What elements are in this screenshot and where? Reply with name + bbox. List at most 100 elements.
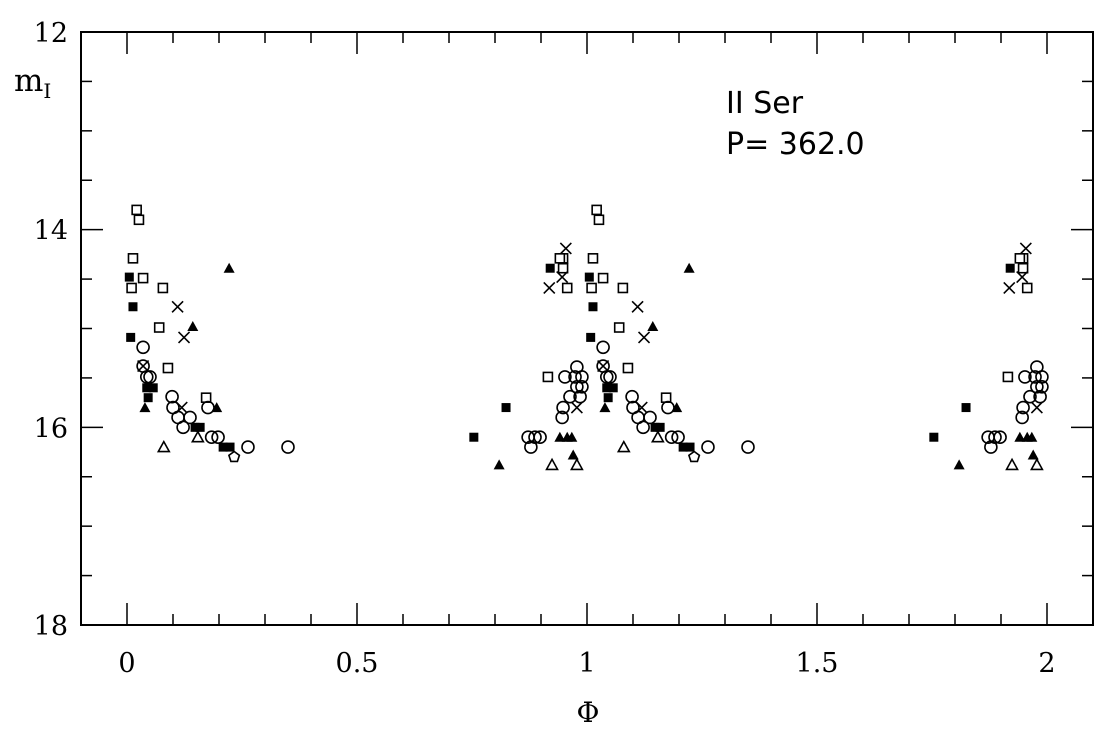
data-point-open-circle <box>281 440 295 454</box>
data-point-filled-square <box>961 403 971 413</box>
data-point-open-square <box>586 282 597 294</box>
data-point-filled-triangle <box>566 431 578 442</box>
data-point-open-circle <box>1028 370 1042 384</box>
data-point-open-circle <box>136 340 150 355</box>
x-tick-label: 1.5 <box>796 648 839 679</box>
data-point-open-square <box>157 282 169 294</box>
data-point-filled-triangle <box>1027 449 1039 460</box>
data-points <box>124 204 1049 471</box>
data-point-open-circle <box>524 440 538 454</box>
data-point-open-square <box>131 204 142 216</box>
data-point-open-circle <box>555 410 569 425</box>
y-tick-label: 12 <box>34 18 68 49</box>
data-point-open-square <box>1021 282 1033 294</box>
data-point-open-circle <box>204 430 219 445</box>
data-point-open-circle <box>984 440 998 454</box>
x-tick-label: 0.5 <box>336 648 379 679</box>
data-point-filled-square <box>678 442 688 452</box>
data-point-cross <box>1016 271 1029 284</box>
data-point-open-square <box>153 322 165 333</box>
x-tick-label: 0 <box>118 648 135 679</box>
data-point-cross <box>171 300 184 313</box>
data-point-open-square <box>200 392 212 403</box>
data-point-filled-triangle <box>1014 431 1026 442</box>
data-point-open-square <box>554 253 566 264</box>
data-point-cross <box>556 271 569 284</box>
data-point-filled-square <box>190 422 200 432</box>
data-point-cross <box>177 331 191 344</box>
data-point-filled-square <box>545 263 555 273</box>
data-point-cross <box>543 281 556 295</box>
data-point-open-circle <box>741 440 755 454</box>
data-point-open-triangle <box>1030 457 1044 471</box>
data-point-filled-square <box>469 432 479 442</box>
data-point-open-square <box>587 253 599 264</box>
data-point-filled-square <box>608 383 618 393</box>
data-point-cross <box>637 331 651 344</box>
data-point-open-triangle <box>156 439 171 453</box>
data-point-filled-triangle <box>554 431 566 442</box>
y-tick-label: 14 <box>34 216 68 247</box>
data-point-open-circle <box>636 420 650 435</box>
data-point-open-circle <box>556 400 570 415</box>
y-axis-label-sub: I <box>43 79 51 103</box>
data-point-filled-triangle <box>493 459 505 470</box>
data-point-filled-triangle <box>599 402 611 413</box>
data-point-filled-square <box>225 442 235 452</box>
data-point-open-circle <box>599 370 614 384</box>
data-point-open-square <box>613 322 625 333</box>
data-point-open-triangle <box>1005 457 1019 471</box>
data-point-cross <box>597 359 610 373</box>
data-point-open-circle <box>664 430 679 445</box>
data-point-open-pentagon <box>227 450 241 463</box>
y-axis-label: mI <box>14 63 51 103</box>
data-point-filled-square <box>588 302 598 312</box>
data-point-filled-square <box>124 272 134 282</box>
data-point-filled-square <box>929 432 939 442</box>
data-point-filled-triangle <box>223 262 235 273</box>
data-point-filled-square <box>655 422 665 432</box>
data-point-open-circle <box>596 340 610 355</box>
data-point-filled-square <box>195 422 205 432</box>
data-point-filled-square <box>142 383 152 393</box>
data-point-open-square <box>557 262 569 274</box>
x-tick-label: 1 <box>578 648 595 679</box>
data-point-open-circle <box>183 410 197 425</box>
data-point-open-circle <box>1030 380 1044 394</box>
data-point-filled-square <box>586 332 596 342</box>
plot-frame <box>80 31 1094 626</box>
data-point-filled-square <box>650 422 660 432</box>
data-point-open-square <box>1014 253 1026 264</box>
data-point-open-circle <box>241 440 255 454</box>
data-point-open-circle <box>1035 380 1049 394</box>
x-tick-labels: 0 0.5 1 1.5 2 <box>118 648 1055 679</box>
period-annotation: P= 362.0 <box>726 127 865 162</box>
data-point-filled-square <box>602 383 612 393</box>
data-point-filled-triangle <box>683 262 695 273</box>
data-point-cross <box>137 359 150 373</box>
star-name-annotation: II Ser <box>726 86 804 121</box>
data-point-open-circle <box>643 410 657 425</box>
data-point-open-circle <box>570 380 584 394</box>
data-point-filled-triangle <box>211 402 223 413</box>
data-point-open-circle <box>1018 370 1032 384</box>
data-point-open-circle <box>701 440 715 454</box>
data-point-open-triangle <box>190 430 205 443</box>
data-point-open-square <box>126 282 137 294</box>
data-point-cross <box>559 242 572 255</box>
data-point-filled-square <box>685 442 695 452</box>
data-point-cross <box>631 300 644 313</box>
data-point-filled-square <box>143 393 153 403</box>
axis-ticks <box>81 31 1093 626</box>
data-point-filled-triangle <box>567 449 579 460</box>
data-point-open-square <box>622 362 634 374</box>
data-point-open-square <box>593 214 605 226</box>
data-point-open-circle <box>603 370 617 384</box>
data-point-open-circle <box>165 389 179 404</box>
data-point-open-triangle <box>616 439 631 453</box>
data-point-open-square <box>617 282 629 294</box>
data-point-open-circle <box>558 370 572 384</box>
data-point-cross <box>1030 401 1043 414</box>
data-point-open-triangle <box>650 430 665 443</box>
